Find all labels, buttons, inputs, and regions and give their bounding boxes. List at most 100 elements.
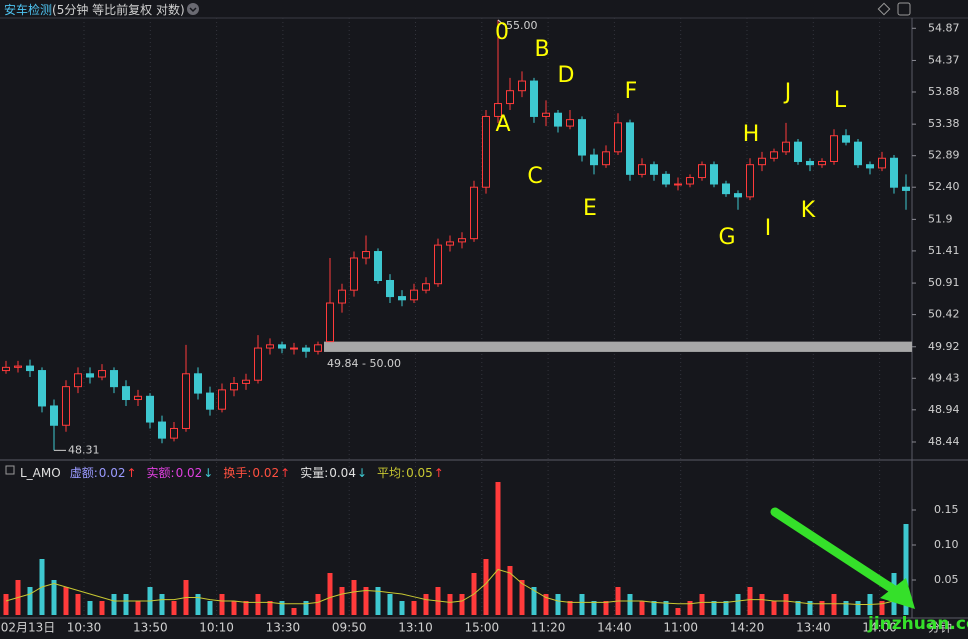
x-tick-label: 14:20 (730, 621, 765, 635)
volume-bar (375, 587, 381, 615)
wave-label: I (765, 216, 772, 241)
candle-body (422, 283, 430, 291)
candle-body (242, 379, 250, 384)
candle-body (218, 389, 226, 410)
wave-label: F (625, 79, 638, 104)
y-tick-label: 0.15 (934, 503, 959, 516)
candle-body (794, 141, 802, 162)
candle-body (662, 173, 670, 185)
wave-label: D (558, 63, 575, 88)
indicator-value: 0.04 (329, 466, 356, 480)
volume-bar (495, 482, 501, 615)
stock-name[interactable]: 安车检测 (4, 3, 53, 17)
y-tick-label: 54.37 (928, 53, 960, 66)
volume-bar (723, 601, 729, 615)
indicator-arrow: ↑ (126, 466, 137, 480)
candle-body (446, 241, 454, 246)
candle-body (470, 186, 478, 240)
y-tick-label: 53.38 (928, 117, 960, 130)
candle-body (278, 344, 286, 349)
indicator-label: 实额: (146, 466, 175, 480)
volume-bar (75, 594, 81, 615)
y-tick-label: 48.44 (928, 435, 960, 448)
candle-body (530, 80, 538, 117)
candle-body (182, 373, 190, 429)
candle-body (674, 183, 682, 186)
arrow-shaft (770, 507, 910, 602)
indicator-item: 实额:0.02↓ (147, 466, 215, 480)
volume-bar (591, 601, 597, 615)
candle-body (494, 103, 502, 117)
volume-bar (555, 594, 561, 615)
volume-bar (279, 601, 285, 615)
volume-bar (879, 601, 885, 615)
volume-bar (387, 594, 393, 615)
volume-bar (447, 594, 453, 615)
volume-bar (267, 601, 273, 615)
candle-body (386, 279, 394, 298)
y-tick-label: 52.40 (928, 180, 960, 193)
candle-body (578, 119, 586, 156)
volume-bar (171, 601, 177, 615)
candle-body (194, 373, 202, 394)
y-tick-label: 49.92 (928, 340, 960, 353)
volume-bar (207, 601, 213, 615)
candle-body (266, 344, 274, 349)
y-tick-label: 48.94 (928, 403, 960, 416)
candle-body (890, 157, 898, 188)
diamond-icon[interactable] (877, 2, 891, 16)
min-label: 48.31 (68, 443, 100, 456)
volume-bar (819, 601, 825, 615)
candle-body (254, 347, 262, 381)
volume-bar (111, 594, 117, 615)
indicator-arrow: ↑ (433, 466, 444, 480)
menu-icon[interactable] (187, 3, 199, 15)
candle-body (602, 151, 610, 166)
candle-body (302, 347, 310, 352)
volume-bar (747, 587, 753, 615)
volume-bar (783, 594, 789, 615)
candle-body (146, 395, 154, 423)
volume-bar (303, 601, 309, 615)
indicator-value: 0.02 (175, 466, 203, 480)
indicator-value: 0.05 (406, 466, 433, 480)
volume-bar (843, 601, 849, 615)
candle-body (158, 421, 166, 439)
volume-bar (699, 594, 705, 615)
candle-body (518, 80, 526, 92)
volume-bar (507, 566, 513, 615)
wave-label: C (527, 164, 542, 189)
volume-bar (795, 601, 801, 615)
average-line (5, 568, 907, 605)
volume-bar (411, 601, 417, 615)
volume-bar (291, 608, 297, 615)
volume-bar (651, 601, 657, 615)
x-tick-label: 11:00 (663, 621, 698, 635)
y-tick-label: 50.91 (928, 276, 960, 289)
indicator-item: 换手:0.02↑ (223, 466, 291, 480)
indicator-arrow: ↑ (280, 466, 291, 480)
candle-body (554, 112, 562, 127)
wave-label: K (801, 198, 816, 223)
indicator-item: 虚额:0.02↑ (70, 466, 138, 480)
candle-body (878, 157, 886, 169)
volume-bar (759, 594, 765, 615)
volume-bar (327, 573, 333, 615)
x-tick-label: 09:50 (332, 621, 367, 635)
x-tick-label: 13:30 (266, 621, 301, 635)
candle-body (650, 164, 658, 175)
marks: 02月13日 10:30 13:50 10:10 13:30 09:50 13:10 15:0… (1, 19, 960, 635)
volume-bar (519, 580, 525, 615)
candle-body (362, 251, 370, 259)
indicator-icon[interactable] (5, 465, 15, 475)
y-tick-label: 0.05 (934, 573, 959, 586)
window-icon[interactable] (897, 2, 911, 16)
volume-bar (531, 587, 537, 615)
indicator-item: 实量:0.04↓ (300, 466, 368, 480)
candle-body (746, 164, 754, 198)
chart-mode: (5分钟 等比前复权 对数) (52, 3, 185, 17)
volume-bar (399, 601, 405, 615)
candle-body (542, 112, 550, 117)
